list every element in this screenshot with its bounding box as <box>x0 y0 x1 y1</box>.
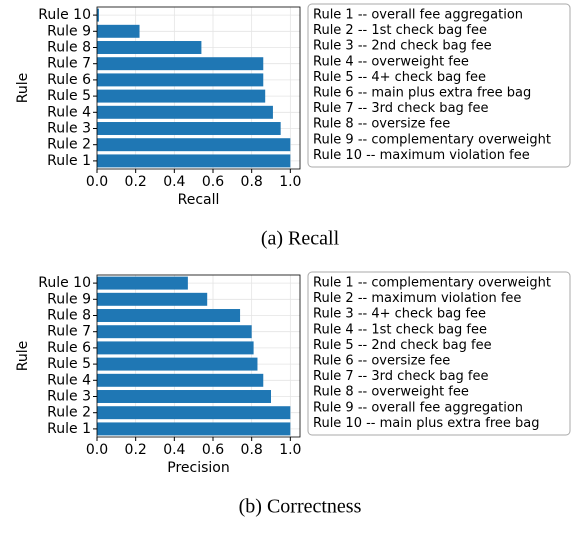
bar <box>97 292 208 306</box>
annotation: Rule 4 -- 1st check bag fee <box>313 322 487 337</box>
y-tick-label: Rule 10 <box>38 7 91 23</box>
annotation: Rule 5 -- 4+ check bag fee <box>313 70 486 85</box>
caption: (a) Recall <box>261 228 340 250</box>
bar <box>97 24 140 38</box>
annotation: Rule 1 -- overall fee aggregation <box>313 8 523 23</box>
y-tick-label: Rule 4 <box>47 372 91 388</box>
x-tick-label: 0.0 <box>86 442 108 458</box>
annotation-box <box>307 271 571 436</box>
annotation: Rule 7 -- 3rd check bag fee <box>313 101 489 116</box>
x-tick-label: 0.0 <box>86 174 108 190</box>
annotation: Rule 3 -- 2nd check bag fee <box>313 39 492 54</box>
y-tick-label: Rule 8 <box>47 40 91 56</box>
annotation: Rule 7 -- 3rd check bag fee <box>313 369 489 384</box>
y-axis-label: Rule <box>15 73 31 103</box>
annotation: Rule 4 -- overweight fee <box>313 54 469 69</box>
y-tick-label: Rule 2 <box>47 405 91 421</box>
x-tick-label: 0.8 <box>241 442 263 458</box>
annotation: Rule 5 -- 2nd check bag fee <box>313 338 492 353</box>
x-tick-label: 0.4 <box>163 442 185 458</box>
bar <box>97 122 281 135</box>
bar <box>97 276 188 290</box>
annotation: Rule 3 -- 4+ check bag fee <box>313 307 486 322</box>
annotation: Rule 9 -- complementary overweight <box>313 132 551 147</box>
plot-frame <box>96 274 301 438</box>
x-tick-label: 0.8 <box>241 174 263 190</box>
x-tick-label: 0.6 <box>202 174 224 190</box>
x-tick-label: 0.6 <box>202 442 224 458</box>
bar <box>97 309 241 322</box>
y-tick-label: Rule 8 <box>47 308 91 324</box>
annotation: Rule 6 -- oversize fee <box>313 354 450 369</box>
bar <box>97 138 291 152</box>
x-axis-label: Recall <box>178 192 220 208</box>
bar <box>97 325 252 339</box>
bar <box>97 73 264 87</box>
bar <box>97 41 202 54</box>
caption: (b) Correctness <box>239 496 362 518</box>
y-tick-label: Rule 1 <box>47 421 91 437</box>
annotation: Rule 10 -- maximum violation fee <box>313 148 530 163</box>
y-tick-label: Rule 7 <box>47 56 91 72</box>
bar <box>97 105 273 119</box>
y-tick-label: Rule 3 <box>47 389 91 405</box>
bar <box>97 422 291 436</box>
annotation: Rule 2 -- maximum violation fee <box>313 291 521 306</box>
x-tick-label: 0.2 <box>125 442 147 458</box>
annotation: Rule 6 -- main plus extra free bag <box>313 86 531 101</box>
y-tick-label: Rule 7 <box>47 324 91 340</box>
y-tick-label: Rule 10 <box>38 275 91 291</box>
plot-frame <box>96 6 301 170</box>
bar <box>97 154 291 168</box>
y-tick-label: Rule 6 <box>47 72 91 88</box>
x-axis-label: Precision <box>167 460 229 476</box>
annotation: Rule 9 -- overall fee aggregation <box>313 400 523 415</box>
y-tick-label: Rule 9 <box>47 23 91 39</box>
bar <box>97 357 258 371</box>
annotation: Rule 8 -- overweight fee <box>313 385 469 400</box>
x-tick-label: 0.4 <box>163 174 185 190</box>
annotation-box <box>307 3 571 168</box>
y-tick-label: Rule 4 <box>47 104 91 120</box>
bar <box>97 406 291 420</box>
bar <box>97 390 271 403</box>
bar <box>97 373 264 387</box>
x-tick-label: 1.0 <box>279 174 301 190</box>
bar <box>97 89 266 103</box>
annotation: Rule 8 -- oversize fee <box>313 117 450 132</box>
y-tick-label: Rule 1 <box>47 153 91 169</box>
bar <box>97 341 254 355</box>
bar <box>97 57 264 71</box>
y-tick-label: Rule 5 <box>47 356 91 372</box>
annotation: Rule 10 -- main plus extra free bag <box>313 416 539 431</box>
y-tick-label: Rule 6 <box>47 340 91 356</box>
x-tick-label: 0.2 <box>125 174 147 190</box>
annotation: Rule 1 -- complementary overweight <box>313 276 551 291</box>
annotation: Rule 2 -- 1st check bag fee <box>313 23 487 38</box>
x-tick-label: 1.0 <box>279 442 301 458</box>
bar <box>97 8 99 22</box>
y-tick-label: Rule 2 <box>47 137 91 153</box>
y-tick-label: Rule 9 <box>47 291 91 307</box>
y-axis-label: Rule <box>15 341 31 371</box>
y-tick-label: Rule 5 <box>47 88 91 104</box>
y-tick-label: Rule 3 <box>47 121 91 137</box>
